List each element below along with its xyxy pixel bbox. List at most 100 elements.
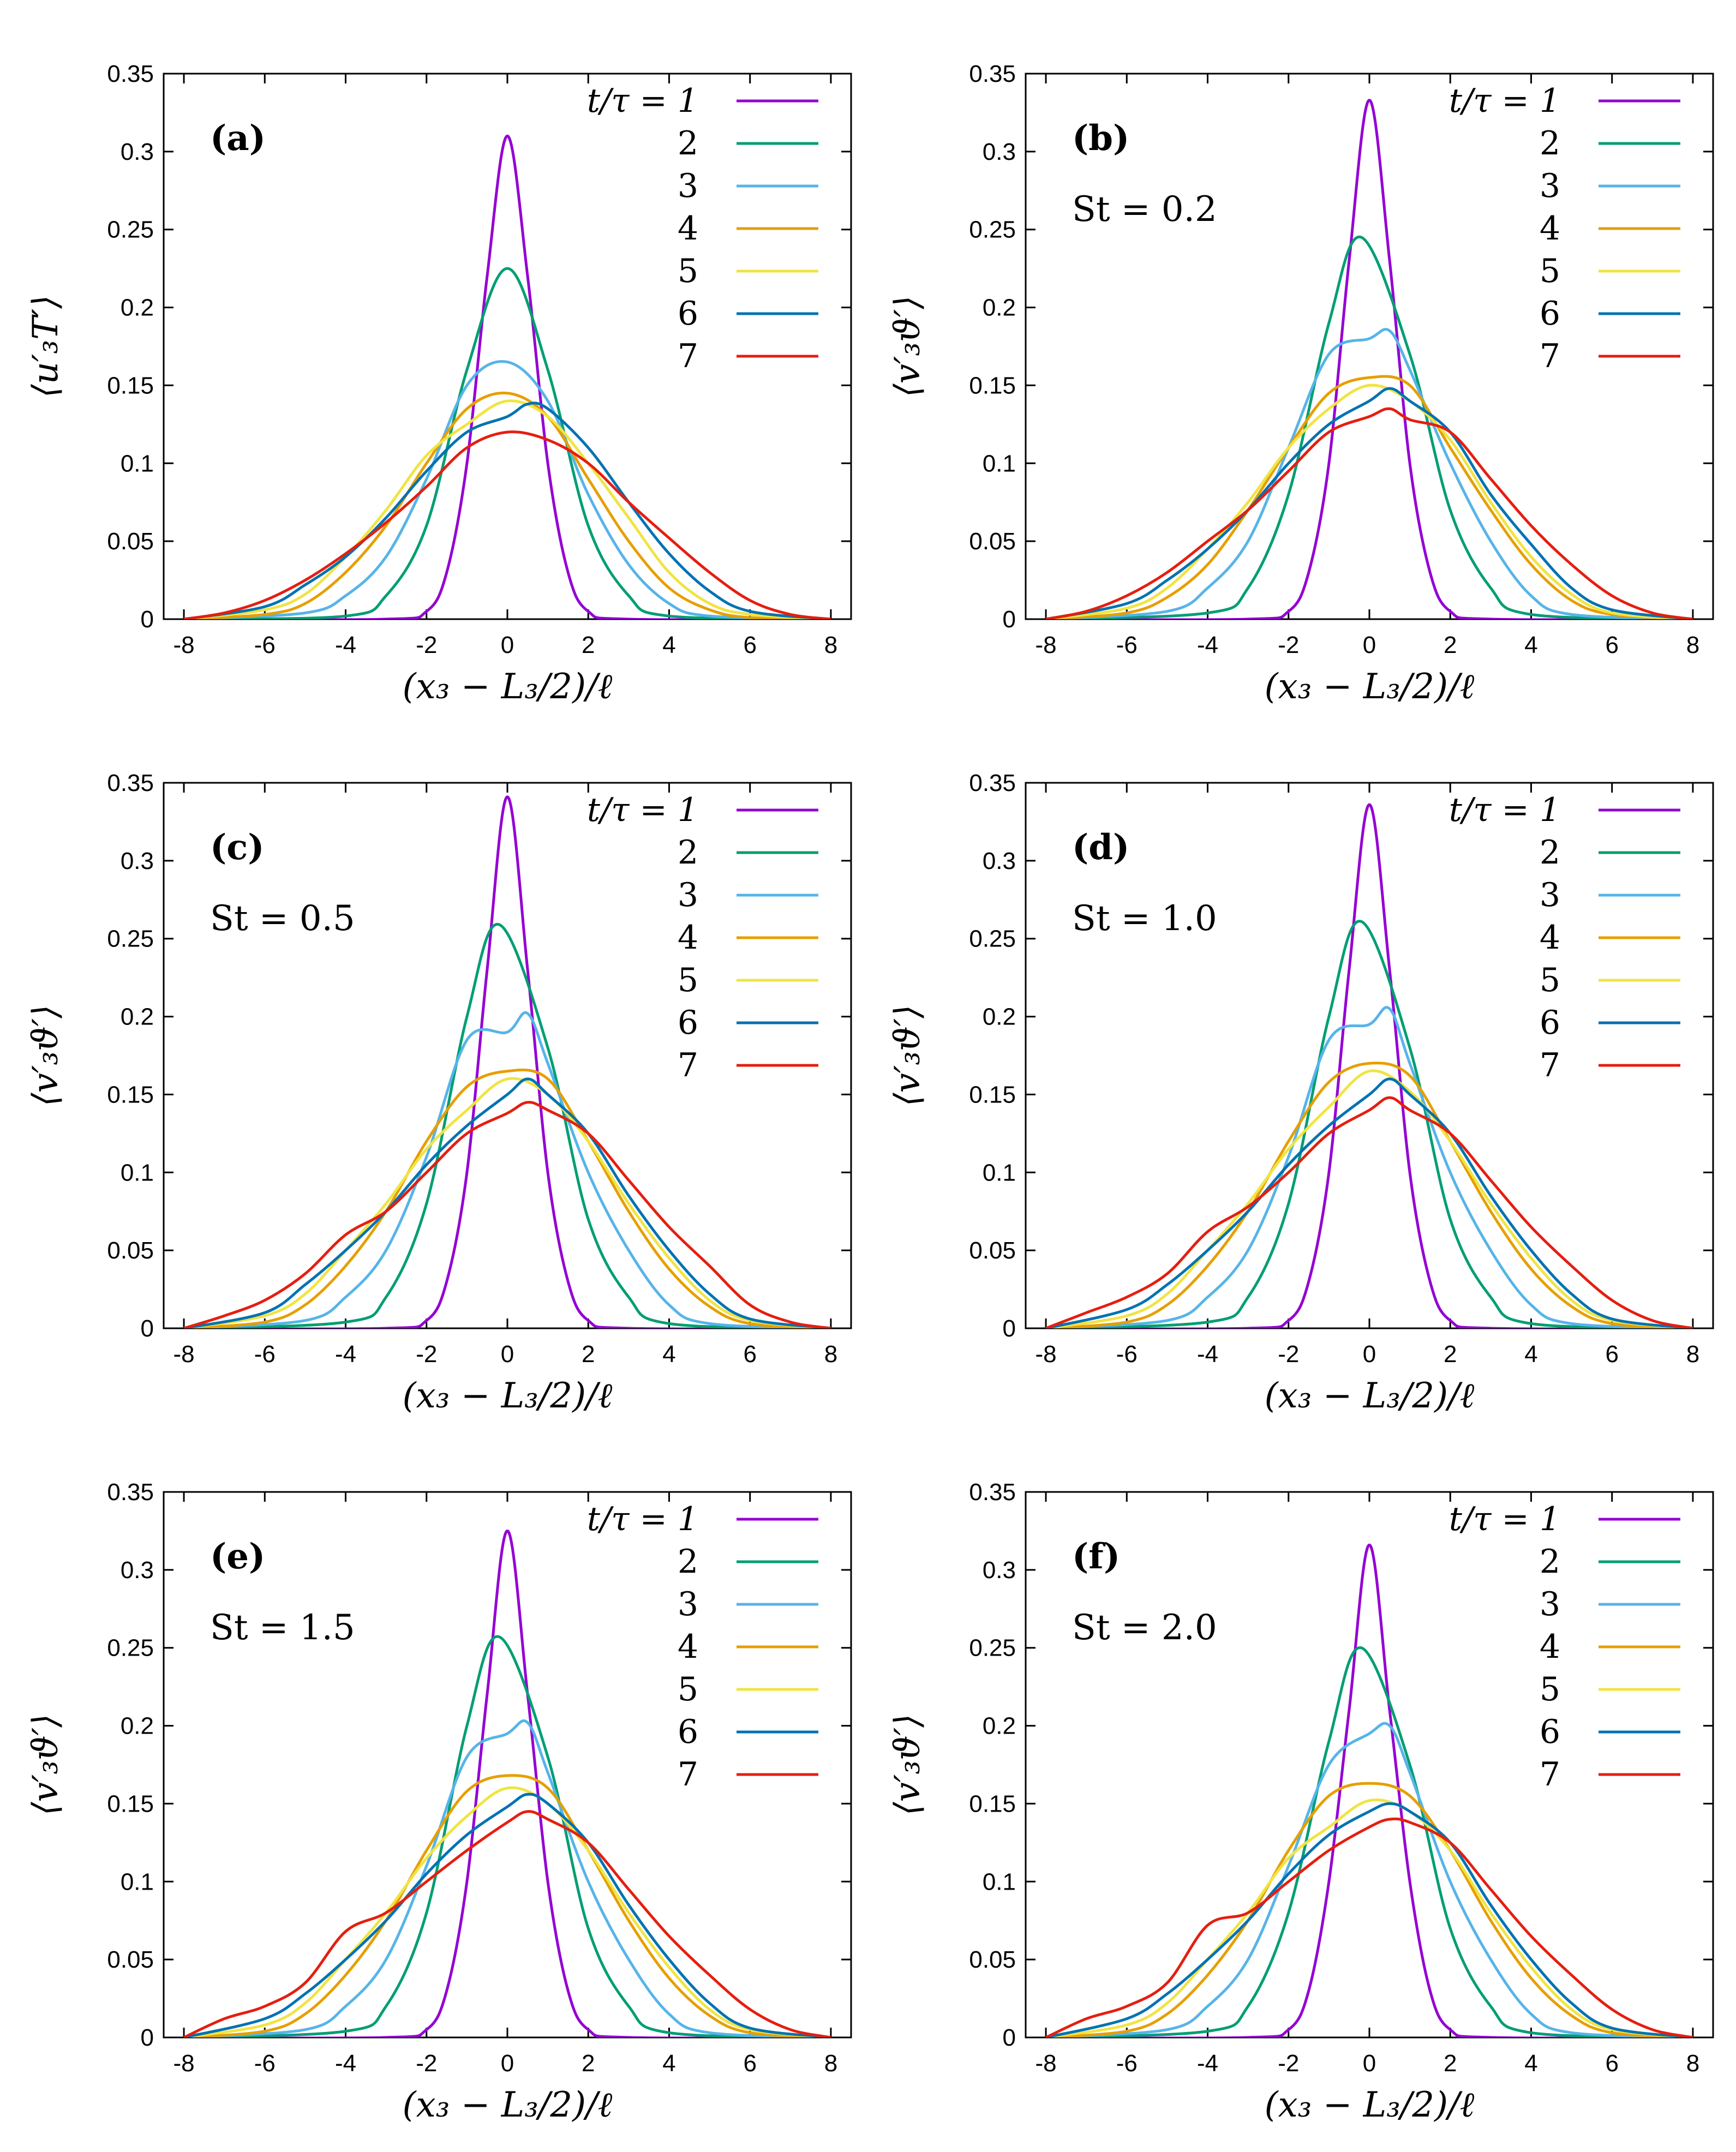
panel-label: (f) (1072, 1536, 1120, 1577)
legend-label: 3 (1540, 167, 1560, 205)
x-tick-label: 2 (1444, 2050, 1457, 2077)
y-tick-label: 0.35 (969, 770, 1016, 796)
series-line-2 (1046, 1646, 1693, 2037)
y-tick-label: 0.15 (107, 1081, 154, 1108)
chart-panel: -8 -6 -4 -2 0 2 4 6 8 0 0.05 0.1 0.15 0.2 0.25 0.3 0.35 t… (26, 1479, 852, 2125)
panel-label: (a) (210, 118, 266, 159)
legend-label: 4 (678, 209, 698, 248)
series-line-1 (1046, 803, 1693, 1328)
y-tick-label: 0.05 (107, 1237, 154, 1264)
y-tick-label: 0.25 (107, 217, 154, 243)
chart-panel: -8 -6 -4 -2 0 2 4 6 8 0 0.05 0.1 0.15 0.2 0.25 0.3 0.35 t… (26, 61, 852, 707)
legend-label: 7 (1540, 337, 1560, 375)
y-axis-label: ⟨v′₃ϑ′⟩ (888, 1005, 928, 1107)
x-tick-label: -6 (254, 632, 276, 658)
series-line-1 (184, 134, 831, 619)
series-line-3 (183, 1719, 831, 2037)
x-tick-label: 4 (1524, 632, 1537, 658)
x-tick-label: -6 (1116, 632, 1138, 658)
y-tick-label: 0.25 (969, 926, 1016, 952)
series-line-3 (1045, 1006, 1693, 1328)
y-tick-label: 0.15 (107, 372, 154, 399)
y-tick-label: 0.2 (983, 295, 1016, 321)
plot-frame (1025, 1491, 1714, 2039)
series-line-6 (183, 1077, 831, 1328)
legend-label: 6 (1540, 295, 1560, 333)
y-tick-label: 0.15 (969, 1790, 1016, 1817)
legend-label: 5 (678, 1670, 698, 1709)
plot-frame (163, 782, 852, 1329)
y-tick-label: 0.1 (983, 1868, 1016, 1895)
y-tick-label: 0.25 (107, 926, 154, 952)
x-tick-label: 8 (824, 2050, 837, 2077)
x-tick-label: 2 (1444, 1341, 1457, 1368)
x-tick-label: -8 (1035, 1341, 1056, 1368)
x-tick-label: -2 (1278, 632, 1299, 658)
y-tick-label: 0.35 (107, 770, 154, 796)
series-line-5 (183, 1077, 831, 1328)
legend-label: 2 (678, 834, 698, 872)
stokes-label: St = 2.0 (1072, 1608, 1217, 1648)
x-tick-label: -4 (1197, 632, 1218, 658)
stokes-label: St = 1.5 (210, 1608, 355, 1648)
x-tick-label: -6 (254, 1341, 276, 1368)
series-line-5 (1045, 1799, 1693, 2037)
x-tick-label: -4 (335, 632, 356, 658)
y-tick-label: 0.3 (983, 139, 1016, 165)
x-tick-label: 6 (743, 2050, 756, 2077)
x-tick-label: 4 (662, 1341, 675, 1368)
y-tick-label: 0.05 (969, 1237, 1016, 1264)
series-line-2 (184, 267, 831, 619)
series-line-6 (1045, 1077, 1693, 1328)
legend-label: 2 (1540, 124, 1560, 163)
x-tick-label: -4 (335, 2050, 356, 2077)
legend-label: 6 (1540, 1713, 1560, 1751)
legend-label: 5 (1540, 1670, 1560, 1709)
series-line-2 (184, 922, 831, 1328)
series-line-4 (183, 1068, 831, 1328)
x-tick-label: -6 (254, 2050, 276, 2077)
legend-label: 4 (1540, 209, 1560, 248)
series-line-7 (1045, 1817, 1693, 2037)
legend-label: 2 (678, 124, 698, 163)
y-tick-label: 0.2 (121, 1004, 154, 1030)
y-tick-label: 0.25 (969, 1635, 1016, 1662)
x-tick-label: 8 (1686, 2050, 1699, 2077)
y-tick-label: 0 (1003, 1315, 1016, 1342)
series-line-4 (1045, 1062, 1693, 1328)
y-tick-label: 0 (141, 1315, 154, 1342)
legend-label: 6 (1540, 1004, 1560, 1042)
y-axis-label: ⟨v′₃ϑ′⟩ (26, 1005, 66, 1107)
x-tick-label: 8 (824, 1341, 837, 1368)
plot-frame (163, 73, 852, 620)
y-tick-label: 0.25 (107, 1635, 154, 1662)
plot-frame (163, 1491, 852, 2039)
series-line-7 (183, 430, 831, 619)
x-tick-label: -6 (1116, 2050, 1138, 2077)
y-tick-label: 0.3 (121, 139, 154, 165)
x-tick-label: 6 (1605, 1341, 1618, 1368)
legend-label: 6 (678, 1004, 698, 1042)
y-tick-label: 0.15 (969, 1081, 1016, 1108)
y-tick-label: 0.2 (983, 1004, 1016, 1030)
y-tick-label: 0 (141, 606, 154, 633)
legend-label: 4 (678, 919, 698, 957)
y-tick-label: 0.35 (107, 61, 154, 87)
y-tick-label: 0.3 (121, 848, 154, 874)
x-tick-label: 4 (662, 2050, 675, 2077)
y-tick-label: 0.35 (969, 1479, 1016, 1506)
legend-label: 7 (678, 1046, 698, 1084)
x-tick-label: 0 (1363, 2050, 1376, 2077)
series-line-1 (1046, 1543, 1693, 2037)
legend-label: 5 (1540, 252, 1560, 290)
x-tick-label: -8 (173, 2050, 194, 2077)
series-line-1 (1046, 99, 1693, 619)
x-axis-label: (x₃ − L₃/2)/ℓ (1265, 1376, 1475, 1416)
series-line-1 (184, 795, 831, 1328)
series-group (183, 1529, 831, 2037)
legend-label: 5 (678, 252, 698, 290)
x-tick-label: 4 (1524, 2050, 1537, 2077)
series-line-7 (183, 1101, 831, 1328)
x-tick-label: -8 (173, 1341, 194, 1368)
legend-label: 6 (678, 295, 698, 333)
